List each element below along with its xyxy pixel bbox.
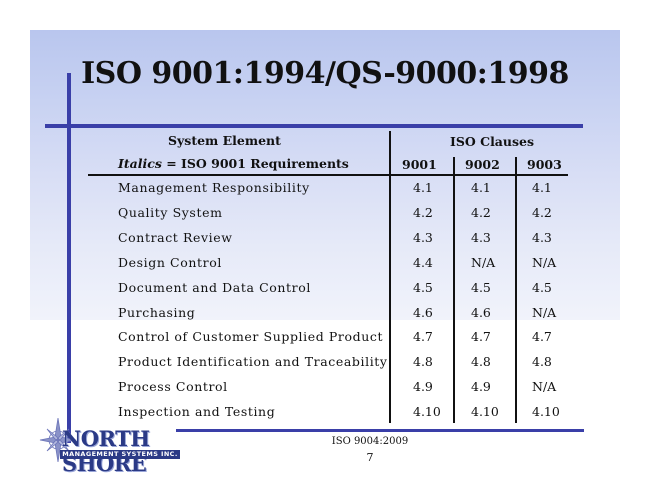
column-header-9001: 9001 [402, 157, 437, 172]
clause-9002-cell: 4.9 [471, 379, 491, 394]
title-divider-line [45, 124, 583, 128]
clause-9001-cell: 4.6 [413, 305, 433, 320]
system-element-header: System Element [168, 133, 281, 148]
system-element-cell: Quality System [118, 205, 223, 220]
table-row: Purchasing 4.6 4.6 N/A [0, 301, 650, 326]
clause-9003-cell: 4.1 [532, 180, 552, 195]
system-element-cell: Contract Review [118, 230, 233, 245]
north-shore-logo: NORTH SHORE MANAGEMENT SYSTEMS INC. [38, 412, 183, 476]
clause-9002-cell: 4.10 [471, 404, 499, 419]
iso-clauses-header: ISO Clauses [450, 134, 535, 149]
system-element-cell: Document and Data Control [118, 280, 311, 295]
italics-note: Italics = ISO 9001 Requirements [118, 156, 349, 171]
table-row: Control of Customer Supplied Product 4.7… [0, 325, 650, 350]
clause-9003-cell: 4.5 [532, 280, 552, 295]
table-row: Inspection and Testing 4.10 4.10 4.10 [0, 400, 650, 425]
system-element-cell: Control of Customer Supplied Product [118, 329, 384, 344]
clause-9003-cell: 4.3 [532, 230, 552, 245]
table-row: Process Control 4.9 4.9 N/A [0, 375, 650, 400]
clause-9003-cell: 4.7 [532, 329, 552, 344]
clause-9001-cell: 4.2 [413, 205, 433, 220]
clause-9003-cell: N/A [532, 255, 557, 270]
column-header-9002: 9002 [465, 157, 500, 172]
clause-9002-cell: 4.6 [471, 305, 491, 320]
clause-9001-cell: 4.5 [413, 280, 433, 295]
table-column-divider [515, 157, 517, 423]
clause-9001-cell: 4.7 [413, 329, 433, 344]
clause-9002-cell: 4.5 [471, 280, 491, 295]
system-element-cell: Inspection and Testing [118, 404, 276, 419]
clause-9001-cell: 4.9 [413, 379, 433, 394]
table-row: Document and Data Control 4.5 4.5 4.5 [0, 276, 650, 301]
footer-reference: ISO 9004:2009 [331, 436, 409, 447]
table-row: Design Control 4.4 N/A N/A [0, 251, 650, 276]
clause-9002-cell: 4.2 [471, 205, 491, 220]
clause-9003-cell: 4.2 [532, 205, 552, 220]
table-column-divider [389, 131, 391, 423]
clause-9002-cell: N/A [471, 255, 496, 270]
clause-9002-cell: 4.1 [471, 180, 491, 195]
system-element-cell: Design Control [118, 255, 222, 270]
italics-word: Italics [118, 156, 162, 171]
italics-note-text: = ISO 9001 Requirements [161, 156, 349, 171]
clause-9001-cell: 4.4 [413, 255, 433, 270]
table-row: Product Identification and Traceability … [0, 350, 650, 375]
system-element-cell: Management Responsibility [118, 180, 310, 195]
system-element-cell: Process Control [118, 379, 228, 394]
table-row: Contract Review 4.3 4.3 4.3 [0, 226, 650, 251]
table-column-divider [453, 157, 455, 423]
clause-9002-cell: 4.3 [471, 230, 491, 245]
clause-9001-cell: 4.1 [413, 180, 433, 195]
footer-divider-line [176, 429, 584, 432]
clause-9003-cell: N/A [532, 305, 557, 320]
compass-rose-icon [39, 417, 77, 463]
clause-9003-cell: 4.8 [532, 354, 552, 369]
system-element-cell: Purchasing [118, 305, 196, 320]
clause-9003-cell: 4.10 [532, 404, 560, 419]
page-number: 7 [366, 451, 374, 464]
table-row: Quality System 4.2 4.2 4.2 [0, 201, 650, 226]
column-header-9003: 9003 [527, 157, 562, 172]
clause-9001-cell: 4.10 [413, 404, 441, 419]
clause-9001-cell: 4.3 [413, 230, 433, 245]
table-header-rule [88, 174, 568, 176]
slide-title: ISO 9001:1994/QS-9000:1998 [81, 56, 569, 91]
clause-9003-cell: N/A [532, 379, 557, 394]
system-element-cell: Product Identification and Traceability [118, 354, 388, 369]
logo-tagline: MANAGEMENT SYSTEMS INC. [60, 450, 180, 459]
table-row: Management Responsibility 4.1 4.1 4.1 [0, 176, 650, 201]
clause-9002-cell: 4.8 [471, 354, 491, 369]
clause-9001-cell: 4.8 [413, 354, 433, 369]
clause-9002-cell: 4.7 [471, 329, 491, 344]
vertical-accent-line [67, 73, 71, 443]
